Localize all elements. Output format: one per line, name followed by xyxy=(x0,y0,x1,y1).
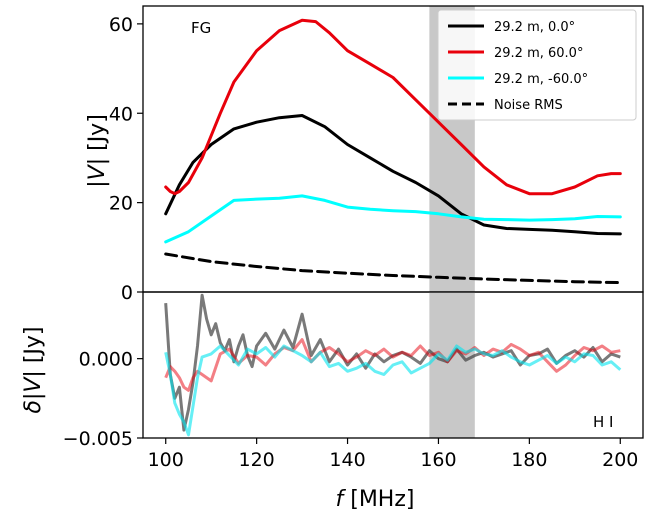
legend-box xyxy=(437,9,637,121)
top-series-line-0 xyxy=(164,114,622,236)
bottom-y-tick-label: 0.000 xyxy=(79,349,133,371)
legend-label-3: Noise RMS xyxy=(494,98,563,113)
x-tick-label: 180 xyxy=(511,449,547,471)
bottom-shaded-band xyxy=(429,292,475,438)
bottom-y-axis-label: δ|V| [Jy] xyxy=(21,326,46,413)
top-y-tick-label: 0 xyxy=(121,282,133,304)
bottom-panel: −0.005 0.000 100 120 140 160 180 200 H I δ|V| … xyxy=(21,291,644,512)
bottom-axes-frame xyxy=(142,291,644,439)
x-tick-label: 160 xyxy=(420,449,456,471)
bottom-annotation: H I xyxy=(593,413,613,431)
legend-label-0: 29.2 m, 0.0° xyxy=(494,20,575,35)
bottom-series-line-0 xyxy=(164,293,621,432)
legend-items: 29.2 m, 0.0° 29.2 m, 60.0° 29.2 m, -60.0° N… xyxy=(448,20,588,113)
top-series-line-3 xyxy=(164,252,622,285)
x-tick-label: 140 xyxy=(329,449,365,471)
bottom-series-group xyxy=(164,293,622,437)
x-ticks: 100 120 140 160 180 200 xyxy=(148,438,638,471)
top-y-tick-label: 40 xyxy=(109,103,133,125)
bottom-y-ticks: −0.005 0.000 xyxy=(63,349,143,450)
legend-label-2: 29.2 m, -60.0° xyxy=(494,72,588,87)
x-axis-label: f [MHz] xyxy=(336,487,415,512)
x-tick-label: 120 xyxy=(239,449,275,471)
top-series-group xyxy=(164,18,622,285)
top-series-line-1 xyxy=(164,18,622,196)
x-tick-label: 100 xyxy=(148,449,184,471)
bottom-series-line-1 xyxy=(164,338,621,392)
top-series-line-2 xyxy=(164,194,622,244)
top-y-ticks: 0 20 40 60 xyxy=(109,14,143,304)
top-y-axis-label: |V| [Jy] xyxy=(85,114,110,188)
legend: 29.2 m, 0.0° 29.2 m, 60.0° 29.2 m, -60.0° N… xyxy=(437,9,637,121)
legend-label-1: 29.2 m, 60.0° xyxy=(494,46,583,61)
bottom-y-tick-label: −0.005 xyxy=(63,428,133,450)
top-y-tick-label: 20 xyxy=(109,193,133,215)
top-annotation: FG xyxy=(191,19,211,37)
x-tick-label: 200 xyxy=(602,449,638,471)
bottom-series-line-2 xyxy=(164,344,622,437)
top-y-tick-label: 60 xyxy=(109,14,133,36)
